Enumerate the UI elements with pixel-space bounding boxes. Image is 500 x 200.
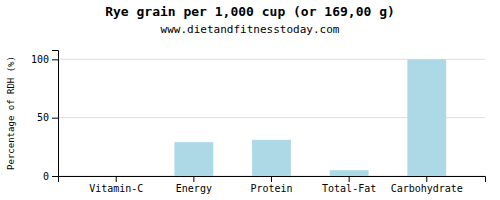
- bar: [174, 142, 213, 176]
- y-tick-label: 0: [43, 171, 49, 182]
- x-tick-label: Energy: [176, 183, 212, 194]
- x-tick: Vitamin-C: [89, 176, 143, 194]
- x-tick-label: Total-Fat: [322, 183, 376, 194]
- y-tick-mark: [52, 59, 58, 60]
- y-tick-mark: [52, 118, 58, 119]
- x-tick-label: Vitamin-C: [89, 183, 143, 194]
- x-tick-mark: [193, 176, 194, 182]
- x-tick: Energy: [176, 176, 212, 194]
- bar: [330, 170, 369, 176]
- x-tick: Total-Fat: [322, 176, 376, 194]
- x-tick-label: Protein: [250, 183, 292, 194]
- chart-container: Rye grain per 1,000 cup (or 169,00 g) www…: [0, 0, 500, 200]
- x-tick: Carbohydrate: [391, 176, 463, 194]
- y-axis-title: Percentage of RDH (%): [6, 56, 16, 170]
- bar: [252, 140, 291, 176]
- title: Rye grain per 1,000 cup (or 169,00 g): [105, 4, 395, 19]
- x-tick: Protein: [250, 176, 292, 194]
- x-axis-line: [59, 177, 486, 183]
- y-axis-line: [52, 51, 59, 177]
- bar: [407, 59, 446, 176]
- y-tick: 0: [43, 171, 58, 182]
- y-tick-label: 50: [37, 112, 49, 123]
- plot: 0 50 100 Vitamin-C Energy Protein Total-Fat Car…: [31, 51, 486, 195]
- x-tick-mark: [426, 176, 427, 182]
- x-tick-label: Carbohydrate: [391, 183, 463, 194]
- x-tick-mark: [349, 176, 350, 182]
- y-tick: 100: [31, 54, 58, 65]
- grid: [58, 59, 485, 176]
- y-tick-mark: [52, 176, 58, 177]
- bar: [97, 176, 136, 177]
- x-tick-mark: [116, 176, 117, 182]
- y-tick-label: 100: [31, 54, 49, 65]
- x-tick-mark: [271, 176, 272, 182]
- bars: [174, 59, 446, 176]
- subtitle: www.dietandfitnesstoday.com: [161, 23, 340, 36]
- chart-svg: Rye grain per 1,000 cup (or 169,00 g) www…: [0, 0, 500, 200]
- y-axis: 0 50 100: [31, 51, 59, 182]
- y-tick: 50: [37, 112, 58, 123]
- x-axis: Vitamin-C Energy Protein Total-Fat Carbohydr…: [59, 176, 486, 194]
